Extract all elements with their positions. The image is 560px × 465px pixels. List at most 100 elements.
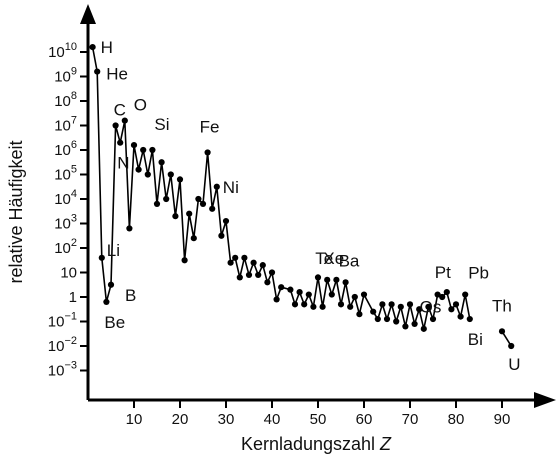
data-point	[149, 146, 156, 154]
element-label-ni: Ni	[223, 178, 239, 197]
data-point	[222, 217, 230, 225]
data-point	[190, 235, 197, 242]
data-point	[296, 289, 303, 296]
y-tick-base: 10	[48, 314, 65, 331]
y-tick-exponent: 2	[71, 237, 77, 249]
data-point	[420, 325, 427, 332]
y-tick-base: 10	[48, 44, 65, 61]
data-point	[209, 205, 216, 212]
data-point	[232, 254, 239, 261]
data-point	[416, 306, 423, 313]
data-point	[130, 142, 138, 149]
x-tick-label: 30	[218, 411, 235, 428]
data-point	[347, 303, 354, 310]
x-axis-title: Kernladungszahl Z	[241, 434, 392, 454]
y-tick-base: 10	[54, 69, 71, 86]
data-point	[268, 269, 276, 276]
y-tick-exponent: 9	[71, 66, 77, 78]
data-point	[107, 281, 115, 288]
y-tick-exponent: 6	[71, 139, 77, 151]
y-tick-base: 10	[54, 167, 71, 184]
ticks: 10 20 30 40 50 60 70 80 901010109108107106105104…	[48, 41, 511, 428]
data-point	[204, 149, 211, 156]
y-tick-exponent: 4	[71, 188, 77, 200]
y-tick-exponent: 7	[71, 115, 77, 127]
data-point	[370, 308, 377, 315]
data-point	[144, 171, 151, 178]
data-point	[301, 301, 308, 308]
y-tick-label: 109	[54, 66, 77, 86]
y-tick-exponent: −1	[64, 311, 77, 323]
y-axis-arrow	[80, 4, 96, 24]
data-point	[195, 195, 202, 203]
element-label-o: O	[134, 96, 147, 115]
y-tick-base: 10	[60, 265, 77, 282]
y-tick-base: 1	[69, 289, 77, 306]
y-tick-base: 10	[54, 191, 71, 208]
data-point	[218, 232, 225, 239]
y-tick-base: 10	[54, 118, 71, 135]
element-label-th: Th	[492, 296, 512, 315]
data-point	[278, 284, 285, 291]
data-point	[406, 301, 414, 308]
data-point	[443, 289, 450, 296]
data-point	[351, 293, 358, 301]
element-label-c: C	[114, 101, 126, 120]
data-point	[388, 301, 395, 308]
data-point	[236, 274, 243, 281]
element-label-u: U	[508, 355, 520, 374]
y-tick-label: 107	[54, 115, 77, 135]
data-point	[140, 146, 147, 154]
data-point	[397, 303, 404, 310]
y-tick-label: 106	[54, 139, 77, 159]
y-tick-label: 10−2	[48, 335, 77, 355]
y-tick-label: 10−1	[48, 311, 77, 331]
data-point	[379, 301, 386, 308]
x-tick-label: 10	[126, 411, 143, 428]
x-tick-label: 80	[448, 411, 465, 428]
element-label-xe: Xe	[323, 249, 344, 268]
element-label-pt: Pt	[435, 263, 451, 282]
y-tick-label: 108	[54, 90, 77, 110]
y-tick-label: 10−3	[48, 360, 77, 380]
data-point	[227, 259, 234, 266]
data-point	[103, 298, 110, 305]
element-label-te: Te	[315, 249, 333, 268]
data-point	[411, 320, 418, 328]
data-point	[393, 318, 400, 325]
data-point	[287, 286, 294, 293]
data-point	[126, 225, 133, 232]
data-point	[374, 315, 381, 323]
data-point	[324, 276, 331, 283]
data-point	[383, 315, 391, 323]
data-point	[273, 296, 280, 303]
data-point	[121, 117, 128, 124]
data-point	[172, 213, 179, 220]
element-label-n: N	[117, 154, 129, 173]
element-label-pb: Pb	[468, 264, 489, 283]
element-label-be: Be	[104, 313, 125, 332]
y-tick-exponent: −2	[64, 335, 77, 347]
y-tick-exponent: 5	[71, 164, 77, 176]
data-point	[314, 274, 322, 281]
y-tick-base: 10	[54, 142, 71, 159]
y-tick-exponent: −3	[64, 360, 77, 372]
data-point	[94, 68, 101, 75]
element-label-os: Os	[420, 298, 442, 317]
element-label-li: Li	[107, 241, 120, 260]
y-tick-label: 1010	[48, 41, 77, 61]
data-point	[167, 171, 174, 178]
data-point	[117, 139, 124, 146]
data-point	[462, 291, 469, 298]
plot-area	[89, 44, 515, 350]
data-point	[425, 303, 432, 310]
y-axis-title: relative Häufigkeit	[6, 140, 26, 283]
data-point	[245, 271, 253, 279]
data-point	[439, 293, 446, 301]
y-tick-base: 10	[48, 363, 65, 380]
data-point	[457, 313, 464, 320]
x-tick-label: 20	[172, 411, 189, 428]
y-tick-label: 10	[60, 265, 77, 282]
y-tick-exponent: 8	[71, 90, 77, 102]
